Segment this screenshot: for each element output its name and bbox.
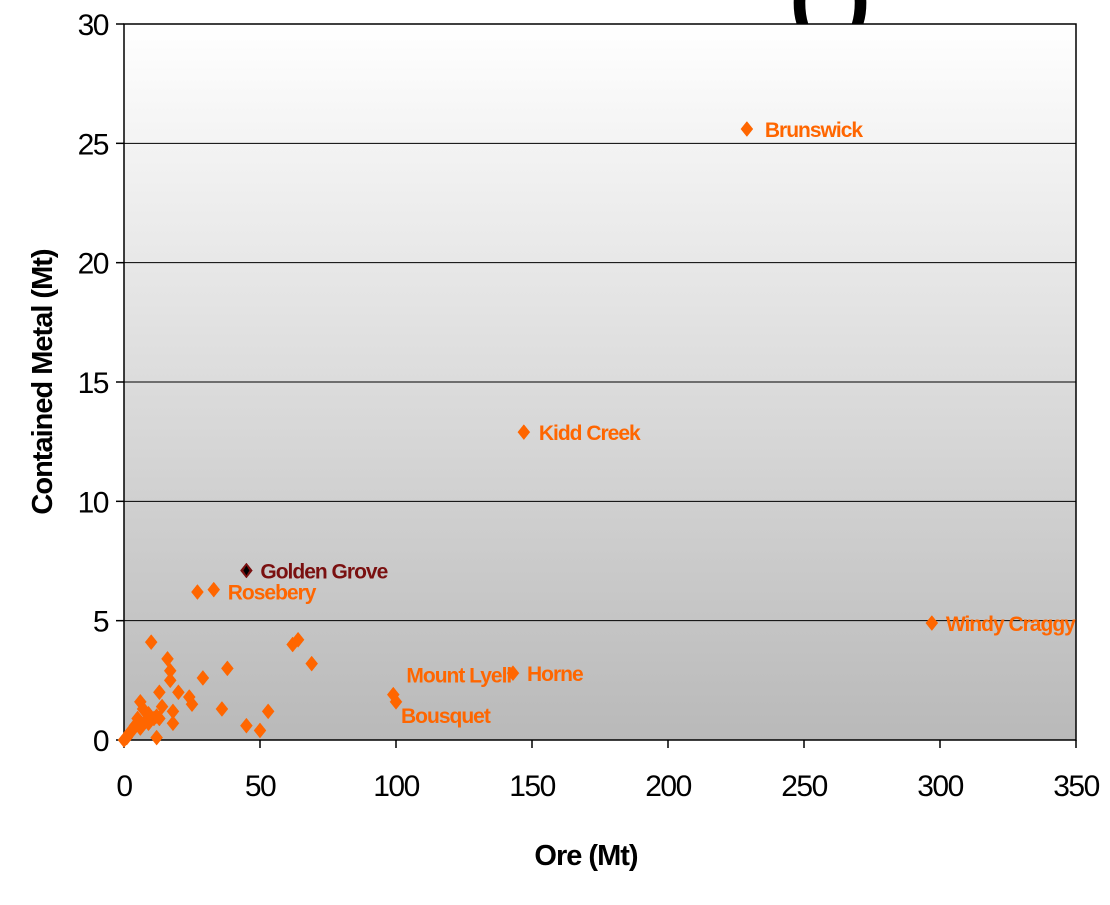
y-tick-label: 0 (93, 725, 109, 758)
x-tick-label: 0 (116, 770, 132, 803)
y-tick-label: 25 (78, 128, 109, 161)
x-tick-label: 250 (781, 770, 827, 803)
data-point (185, 696, 199, 713)
data-point (253, 722, 267, 739)
y-tick-label: 30 (78, 9, 109, 42)
data-point (150, 729, 163, 746)
x-tick-label: 50 (245, 770, 276, 803)
data-label: Rosebery (228, 582, 317, 605)
x-tick-label: 350 (1053, 770, 1099, 803)
data-point (196, 670, 210, 686)
data-point (517, 424, 531, 441)
data-point (221, 660, 234, 677)
data-label: Mount Lyell (406, 665, 511, 688)
data-label: Golden Grove (260, 561, 387, 584)
data-label: Brunswick (765, 119, 864, 142)
data-point (261, 703, 275, 720)
y-tick-label: 15 (78, 367, 109, 400)
data-point (389, 693, 403, 710)
data-point (240, 717, 253, 734)
data-label: Horne (527, 663, 583, 686)
data-point (207, 581, 221, 598)
data-label: Kidd Creek (539, 422, 641, 445)
x-axis-title: Ore (Mt) (534, 840, 638, 872)
x-tick-labels: 0 50 100 150 200 250 300 350 (116, 770, 1101, 803)
data-point (925, 615, 939, 631)
data-label: Windy Craggy (946, 613, 1076, 636)
data-point (506, 665, 520, 682)
data-point (142, 715, 155, 732)
gridlines (124, 142, 1076, 622)
data-point (166, 715, 180, 732)
data-point (163, 672, 177, 689)
data-points (117, 121, 939, 748)
data-point-highlight (243, 565, 250, 576)
y-axis-title: Contained Metal (Mt) (27, 249, 59, 514)
data-point (172, 684, 185, 701)
data-point (153, 710, 166, 727)
data-point (215, 701, 229, 717)
y-tick-label: 10 (78, 486, 109, 519)
data-point (153, 684, 166, 701)
y-tick-label: 5 (93, 606, 109, 639)
x-tick-label: 150 (509, 770, 555, 803)
data-point (144, 634, 158, 651)
x-tick-label: 200 (645, 770, 691, 803)
data-point (740, 121, 754, 137)
data-point (120, 729, 134, 746)
x-tick-label: 100 (373, 770, 419, 803)
data-point (291, 631, 305, 648)
y-tick-label: 20 (78, 248, 109, 281)
x-tick-label: 300 (917, 770, 963, 803)
data-point (191, 584, 204, 600)
y-tick-labels: 0 5 10 15 20 25 30 (78, 9, 111, 758)
data-point (305, 655, 319, 672)
data-label: Bousquet (401, 705, 491, 728)
